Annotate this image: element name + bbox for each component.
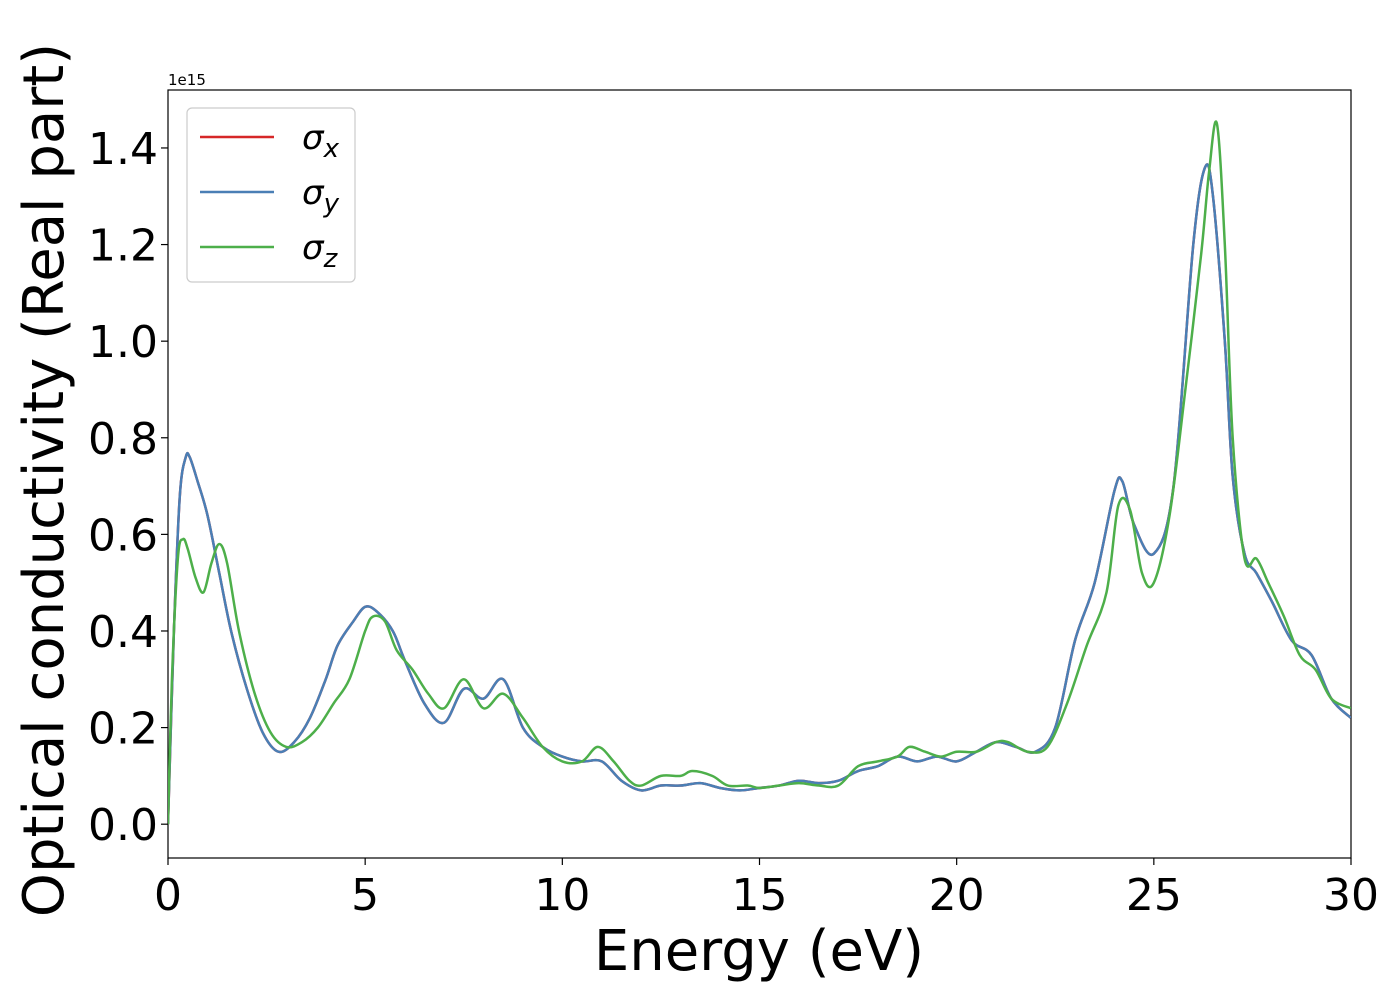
x-axis-label: Energy (eV) [594,919,924,984]
legend-label-y: σy [302,173,340,219]
series-line-z [168,120,1351,825]
y-ticks: 0.0 0.2 0.4 0.6 0.8 1.0 1.2 1.4 [88,124,168,851]
x-tick-label: 20 [929,870,985,921]
series-line-y [168,163,1351,825]
legend: σx σy σz [186,107,356,283]
y-tick-label: 0.4 [88,607,158,658]
x-tick-label: 10 [534,870,590,921]
y-tick-label: 1.0 [88,317,158,368]
series-lines [168,120,1351,825]
y-tick-label: 0.8 [88,414,158,465]
x-tick-label: 0 [154,870,182,921]
x-ticks: 0 5 10 15 20 25 30 [154,858,1379,921]
x-tick-label: 5 [351,870,379,921]
legend-label-x: σx [302,118,340,164]
x-tick-label: 15 [732,870,788,921]
y-tick-label: 1.4 [88,124,158,175]
y-offset-label: 1e15 [168,71,206,89]
x-tick-label: 30 [1323,870,1379,921]
y-tick-label: 1.2 [88,221,158,272]
y-axis-label: Optical conductivity (Real part) [12,43,77,917]
y-tick-label: 0.6 [88,510,158,561]
legend-label-z: σz [302,228,339,274]
y-tick-label: 0.2 [88,704,158,755]
x-tick-label: 25 [1126,870,1182,921]
y-tick-label: 0.0 [88,800,158,851]
legend-box [186,107,356,283]
